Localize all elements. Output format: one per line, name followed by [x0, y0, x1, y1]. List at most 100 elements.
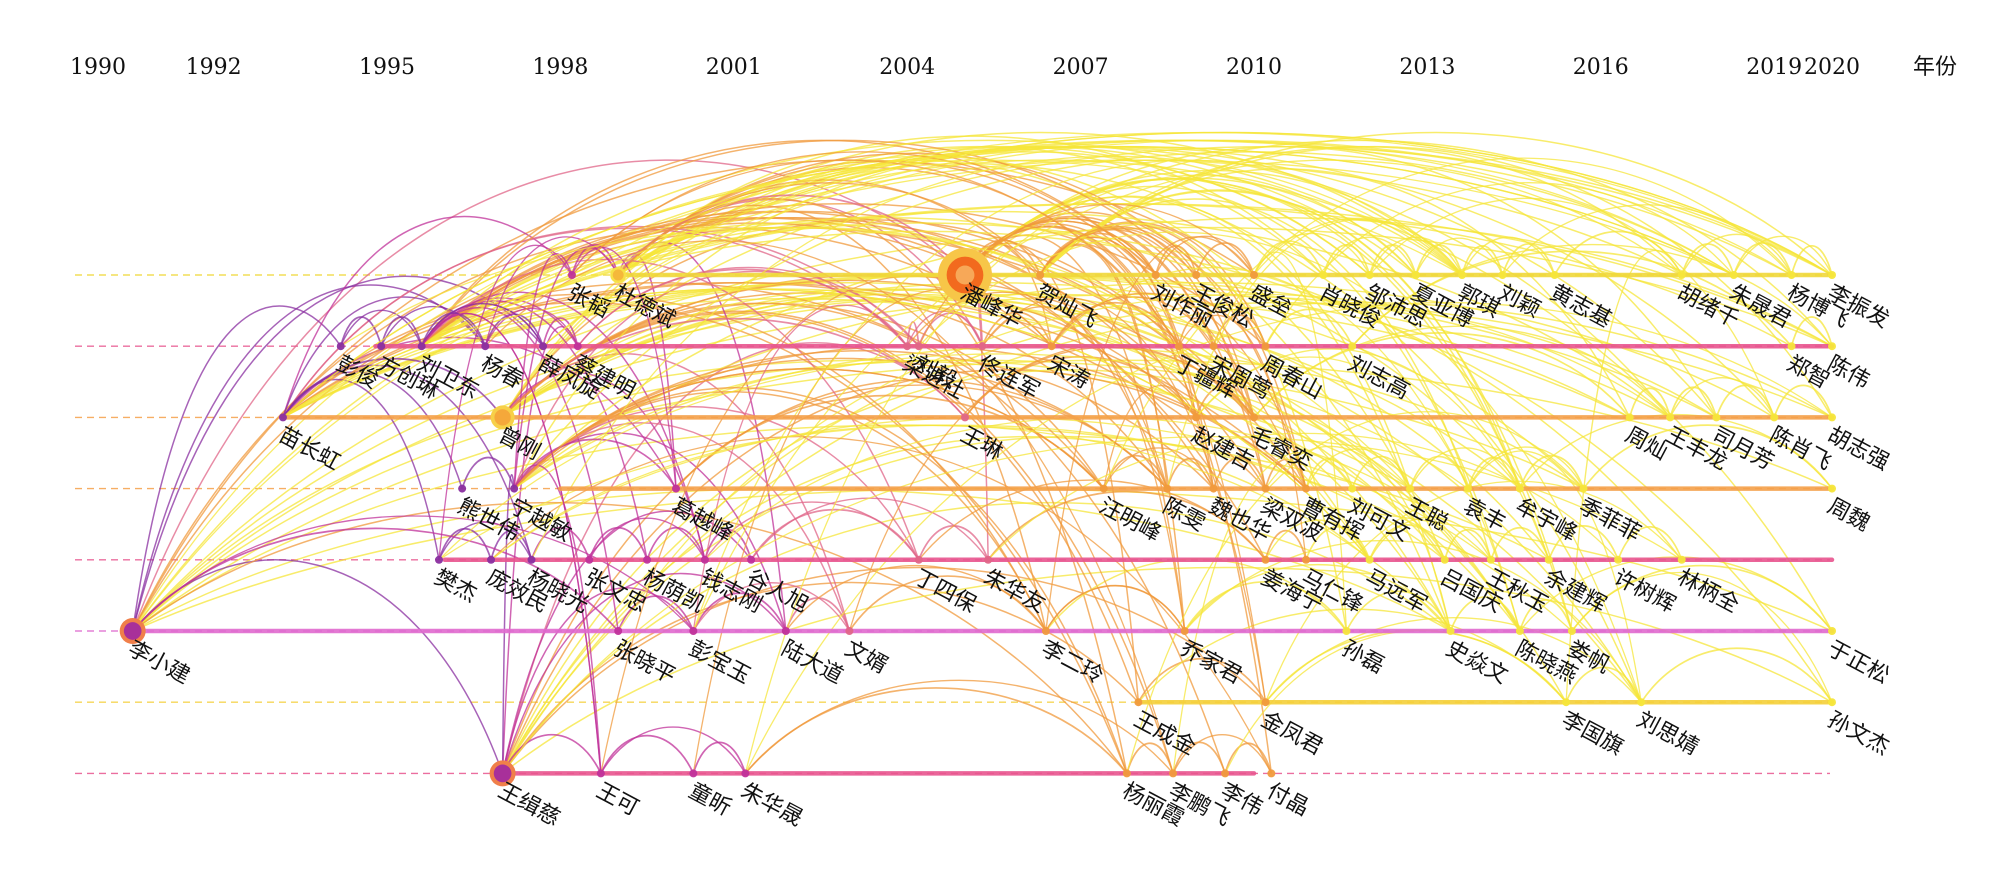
collaboration-arc: [132, 359, 1584, 632]
collaboration-arc: [1773, 384, 1833, 418]
collaboration-arc: [1571, 571, 1833, 703]
author-node: [1174, 342, 1183, 351]
author-node: [1515, 627, 1524, 635]
collaboration-arc: [1519, 454, 1585, 489]
author-node: [1828, 484, 1836, 493]
collaboration-arc: [1195, 356, 1469, 489]
collaboration-arc: [1166, 218, 1463, 489]
collaboration-arc: [692, 159, 1463, 632]
author-node: [1515, 484, 1524, 493]
author-node: [1319, 271, 1328, 279]
author-node: [527, 555, 536, 564]
collaboration-arc: [692, 288, 1053, 774]
author-label: 张晓平: [609, 636, 679, 689]
author-node: [978, 342, 987, 351]
collaboration-arc: [282, 215, 573, 418]
author-node: [585, 555, 594, 564]
collaboration-arc: [131, 305, 342, 632]
collaboration-arc: [1628, 387, 1671, 418]
author-node: [1099, 484, 1108, 493]
collaboration-arc: [1565, 666, 1643, 703]
collaboration-arc: [530, 527, 591, 561]
author-label: 陈雯: [1158, 494, 1209, 537]
collaboration-arc: [704, 501, 920, 561]
author-node: [1122, 769, 1131, 778]
author-label: 杨春: [476, 351, 527, 394]
collaboration-arc: [1126, 742, 1174, 774]
collaboration-arc: [484, 307, 579, 347]
author-node: [1446, 627, 1455, 635]
year-axis-unit-label: 年份: [1913, 55, 1957, 80]
author-label: 陈肖飞: [1765, 423, 1835, 476]
collaboration-arc: [1501, 243, 1556, 276]
author-node: [984, 555, 993, 564]
collaboration-arc: [692, 741, 747, 774]
collaboration-arc: [1103, 385, 1197, 489]
author-node: [1261, 698, 1270, 707]
author-node: [700, 555, 709, 564]
author-node: [689, 769, 698, 778]
author-node: [1666, 413, 1675, 422]
collaboration-arc: [1195, 384, 1255, 418]
collaboration-arc: [646, 527, 706, 561]
collaboration-arc: [1790, 316, 1833, 347]
collaboration-arc: [692, 582, 850, 632]
author-node: [1365, 271, 1374, 279]
collaboration-arc: [1790, 245, 1833, 276]
author-node: [1828, 698, 1836, 707]
author-label: 文婿: [841, 636, 892, 679]
author-label: 丁四保: [910, 565, 980, 618]
collaboration-arc: [1732, 242, 1793, 276]
collaboration-arc: [421, 222, 1683, 561]
author-node: [435, 555, 444, 564]
author-node: [1562, 698, 1571, 707]
author-label: 周魏: [1823, 494, 1874, 537]
author-node: [1411, 271, 1420, 279]
author-node: [458, 484, 467, 493]
collaboration-arc: [1461, 236, 1556, 276]
collaboration-arc: [1467, 450, 1642, 703]
collaboration-arc: [1166, 457, 1215, 489]
year-tick-label: 2016: [1573, 55, 1629, 80]
collaboration-arc: [600, 726, 746, 774]
author-node: [1677, 555, 1686, 564]
collaboration-arc: [704, 529, 752, 561]
author-label: 童昕: [685, 779, 736, 822]
author-label: 王缉慈: [494, 779, 564, 832]
year-tick-label: 2007: [1053, 55, 1109, 80]
author-node: [573, 342, 582, 351]
collaboration-arc: [1265, 617, 1642, 703]
collaboration-arc: [1369, 197, 1775, 418]
author-node-major-inner: [493, 764, 512, 783]
author-label: 付晶: [1263, 779, 1314, 822]
author-node: [1677, 271, 1686, 279]
author-node: [336, 342, 345, 351]
collaboration-arc: [1154, 245, 1198, 276]
collaboration-arc: [1322, 236, 1417, 276]
year-tick-label: 1990: [70, 55, 126, 80]
collaboration-arc: [588, 517, 706, 561]
author-label: 孙文杰: [1823, 707, 1893, 760]
author-node: [1250, 271, 1258, 279]
collaboration-arc: [1368, 516, 1492, 561]
collaboration-arc: [421, 222, 1267, 561]
collaboration-arc: [1172, 451, 1353, 774]
collaboration-arc: [420, 312, 487, 347]
author-node: [1348, 342, 1357, 351]
collaboration-arc: [1051, 292, 1307, 489]
collaboration-arc: [513, 387, 1128, 774]
collaboration-arc: [692, 304, 908, 632]
author-node: [596, 769, 605, 778]
author-node: [1770, 413, 1779, 422]
author-node: [1342, 627, 1351, 635]
author-node: [1169, 769, 1178, 778]
collaboration-arc: [132, 501, 1128, 774]
author-node: [510, 484, 519, 493]
collaboration-arc: [1172, 734, 1272, 774]
collaboration-arc: [542, 139, 1735, 347]
author-node: [914, 555, 923, 564]
collaboration-arc: [513, 151, 1735, 490]
author-node: [567, 271, 576, 279]
